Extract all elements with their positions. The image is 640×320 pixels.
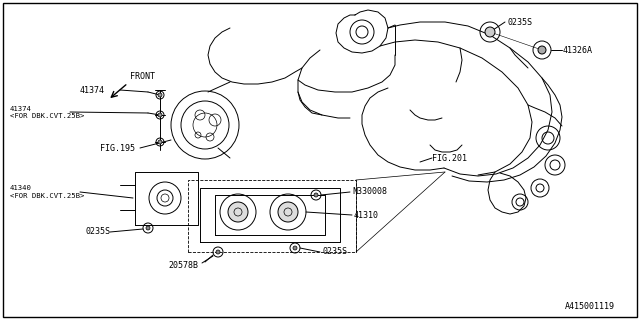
Text: 0235S: 0235S xyxy=(85,228,110,236)
Circle shape xyxy=(158,113,162,117)
Text: 0235S: 0235S xyxy=(507,18,532,27)
Text: 0235S: 0235S xyxy=(322,247,347,257)
Text: FIG.201: FIG.201 xyxy=(432,154,467,163)
Circle shape xyxy=(278,202,298,222)
Circle shape xyxy=(538,46,546,54)
Text: 41374
<FOR DBK.CVT.25B>: 41374 <FOR DBK.CVT.25B> xyxy=(10,106,84,118)
Text: FIG.195: FIG.195 xyxy=(100,143,135,153)
Text: 41340
<FOR DBK.CVT.25B>: 41340 <FOR DBK.CVT.25B> xyxy=(10,186,84,198)
Text: N330008: N330008 xyxy=(352,188,387,196)
Circle shape xyxy=(293,246,297,250)
Circle shape xyxy=(228,202,248,222)
Circle shape xyxy=(314,193,318,197)
Text: 41326A: 41326A xyxy=(563,45,593,54)
Circle shape xyxy=(158,140,162,144)
Text: A415001119: A415001119 xyxy=(565,302,615,311)
Text: 41310: 41310 xyxy=(354,211,379,220)
Circle shape xyxy=(158,93,162,97)
Circle shape xyxy=(485,27,495,37)
Text: FRONT: FRONT xyxy=(130,72,155,81)
Circle shape xyxy=(216,250,220,254)
Text: 41374: 41374 xyxy=(80,85,105,94)
Bar xyxy=(188,180,356,252)
Circle shape xyxy=(146,226,150,230)
Text: 20578B: 20578B xyxy=(168,260,198,269)
